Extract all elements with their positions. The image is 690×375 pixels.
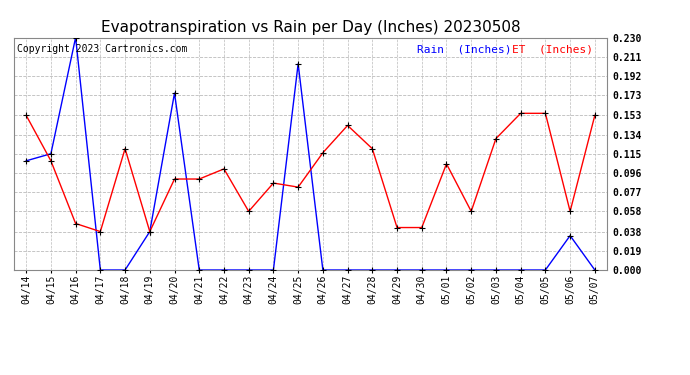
ET  (Inches): [442, 162, 451, 166]
Line: ET  (Inches): ET (Inches): [23, 111, 598, 234]
ET  (Inches): [319, 150, 327, 155]
ET  (Inches): [170, 177, 179, 181]
ET  (Inches): [541, 111, 549, 116]
ET  (Inches): [269, 181, 277, 185]
Rain  (Inches): [170, 91, 179, 95]
ET  (Inches): [344, 123, 352, 128]
Rain  (Inches): [195, 268, 204, 272]
ET  (Inches): [294, 185, 302, 189]
ET  (Inches): [72, 221, 80, 226]
Rain  (Inches): [344, 268, 352, 272]
ET  (Inches): [492, 136, 500, 141]
Text: ET  (Inches): ET (Inches): [512, 45, 593, 54]
Rain  (Inches): [393, 268, 401, 272]
ET  (Inches): [566, 209, 574, 214]
Rain  (Inches): [22, 159, 30, 163]
ET  (Inches): [146, 230, 154, 234]
Rain  (Inches): [517, 268, 525, 272]
Rain  (Inches): [72, 35, 80, 40]
Rain  (Inches): [417, 268, 426, 272]
ET  (Inches): [47, 159, 55, 163]
Rain  (Inches): [47, 152, 55, 156]
ET  (Inches): [121, 147, 129, 151]
Text: Rain  (Inches): Rain (Inches): [417, 45, 512, 54]
Rain  (Inches): [591, 268, 599, 272]
ET  (Inches): [467, 209, 475, 214]
Rain  (Inches): [467, 268, 475, 272]
ET  (Inches): [244, 209, 253, 214]
Rain  (Inches): [541, 268, 549, 272]
ET  (Inches): [22, 113, 30, 118]
Rain  (Inches): [121, 268, 129, 272]
ET  (Inches): [417, 225, 426, 230]
Text: Copyright 2023 Cartronics.com: Copyright 2023 Cartronics.com: [17, 45, 187, 54]
Rain  (Inches): [269, 268, 277, 272]
Rain  (Inches): [566, 233, 574, 238]
ET  (Inches): [393, 225, 401, 230]
Rain  (Inches): [492, 268, 500, 272]
Rain  (Inches): [294, 62, 302, 66]
Rain  (Inches): [244, 268, 253, 272]
ET  (Inches): [591, 113, 599, 118]
Rain  (Inches): [442, 268, 451, 272]
Title: Evapotranspiration vs Rain per Day (Inches) 20230508: Evapotranspiration vs Rain per Day (Inch…: [101, 20, 520, 35]
Rain  (Inches): [220, 268, 228, 272]
ET  (Inches): [220, 166, 228, 171]
Rain  (Inches): [319, 268, 327, 272]
Rain  (Inches): [368, 268, 377, 272]
ET  (Inches): [195, 177, 204, 181]
Line: Rain  (Inches): Rain (Inches): [23, 35, 598, 273]
Rain  (Inches): [96, 268, 104, 272]
ET  (Inches): [96, 230, 104, 234]
Rain  (Inches): [146, 230, 154, 234]
ET  (Inches): [517, 111, 525, 116]
ET  (Inches): [368, 147, 377, 151]
